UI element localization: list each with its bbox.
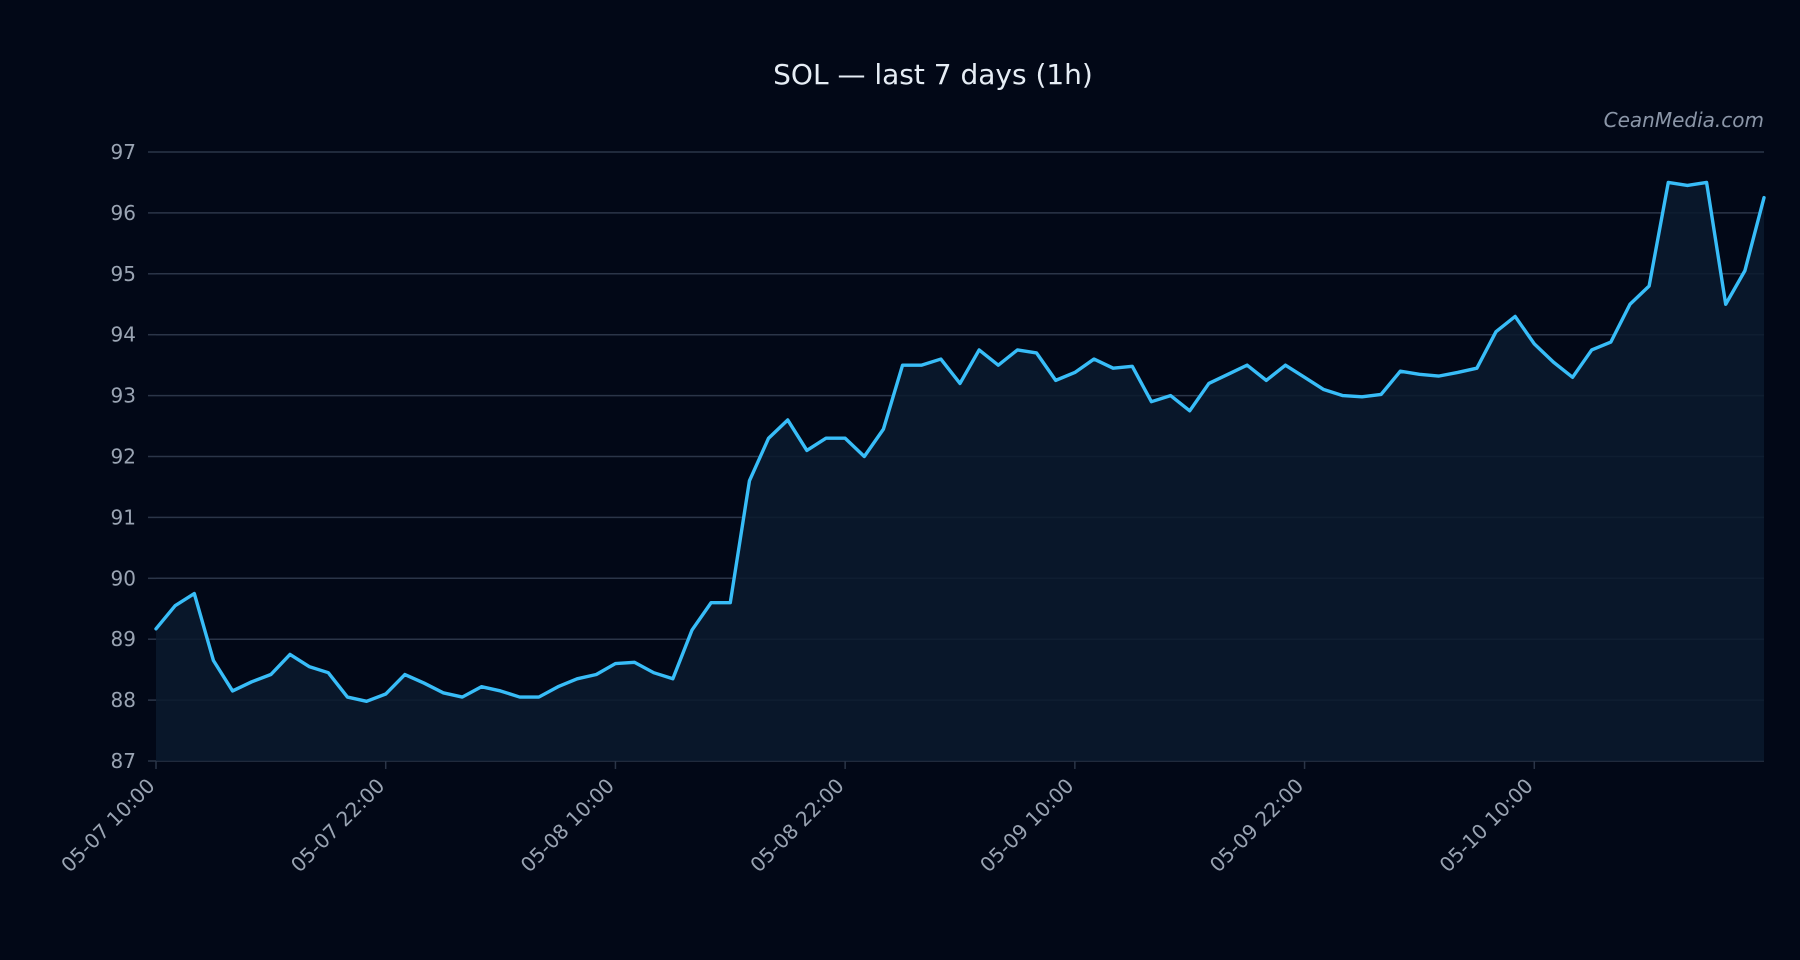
ytick-label-97: 97 xyxy=(111,140,136,164)
ytick-label-93: 93 xyxy=(111,384,136,408)
area-fill xyxy=(156,182,1764,761)
price-line-layer xyxy=(154,180,1766,704)
ytick-label-91: 91 xyxy=(111,505,136,529)
watermark: CeanMedia.com xyxy=(1604,108,1764,132)
ytick-label-95: 95 xyxy=(111,262,136,286)
chart-title: SOL — last 7 days (1h) xyxy=(773,58,1093,91)
price-line xyxy=(154,180,1766,704)
ytick-label-89: 89 xyxy=(111,627,136,651)
ytick-label-96: 96 xyxy=(111,201,136,225)
area-path xyxy=(156,182,1764,761)
y-axis: 87 88 89 90 91 92 93 94 95 96 97 xyxy=(111,140,156,773)
ytick-label-94: 94 xyxy=(111,323,136,347)
ytick-label-92: 92 xyxy=(111,445,136,469)
ytick-label-87: 87 xyxy=(111,749,136,773)
ytick-label-88: 88 xyxy=(111,688,136,712)
ytick-label-90: 90 xyxy=(111,566,136,590)
